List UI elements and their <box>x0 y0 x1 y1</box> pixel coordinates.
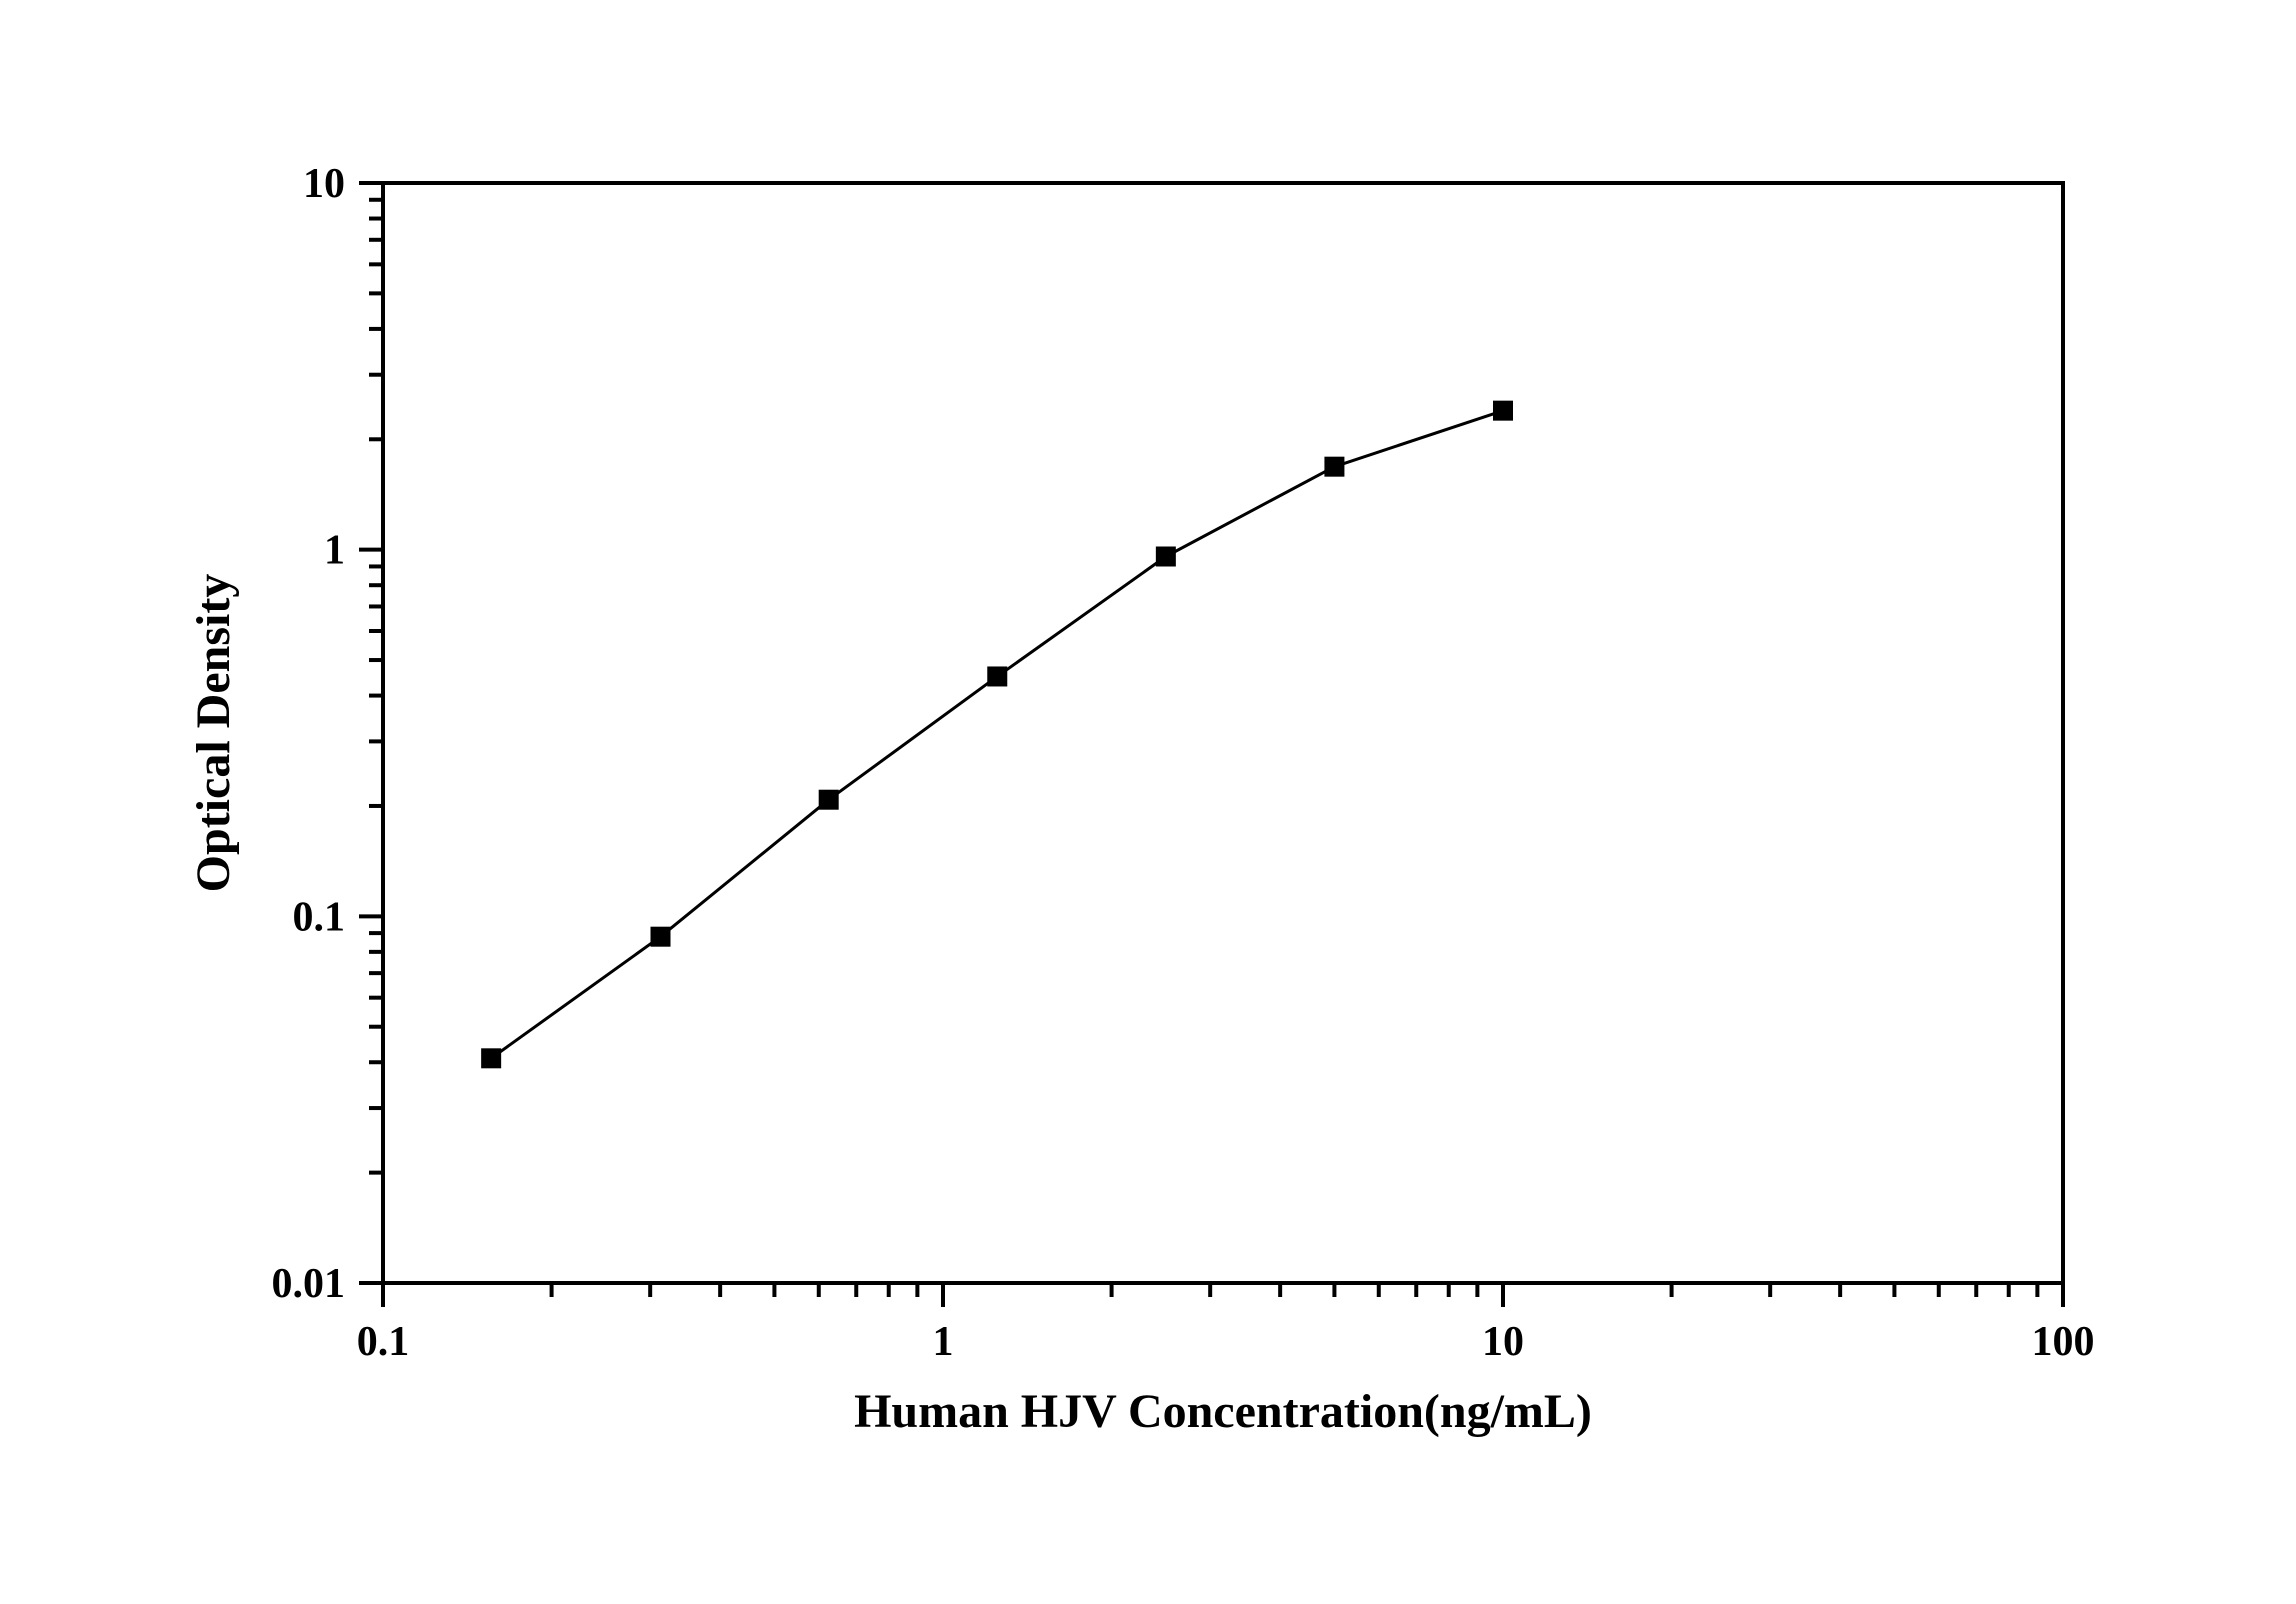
y-axis-label: Optical Density <box>187 574 240 893</box>
x-tick-label: 100 <box>2032 1319 2095 1365</box>
x-tick-label: 0.1 <box>357 1319 410 1365</box>
chart-container: 0.11101000.010.1110Human HJV Concentrati… <box>0 0 2296 1604</box>
data-point <box>481 1048 501 1068</box>
data-point <box>819 790 839 810</box>
data-point <box>651 927 671 947</box>
x-axis-label: Human HJV Concentration(ng/mL) <box>854 1385 1592 1438</box>
y-tick-label: 0.01 <box>272 1261 346 1307</box>
x-tick-label: 1 <box>933 1319 954 1365</box>
data-point <box>1324 457 1344 477</box>
standard-curve-chart: 0.11101000.010.1110Human HJV Concentrati… <box>0 0 2296 1604</box>
y-tick-label: 0.1 <box>293 894 346 940</box>
y-tick-label: 1 <box>324 528 345 574</box>
data-point <box>1156 546 1176 566</box>
data-point <box>1493 401 1513 421</box>
y-tick-label: 10 <box>303 161 345 207</box>
x-tick-label: 10 <box>1482 1319 1524 1365</box>
data-point <box>987 666 1007 686</box>
chart-background <box>0 0 2296 1604</box>
